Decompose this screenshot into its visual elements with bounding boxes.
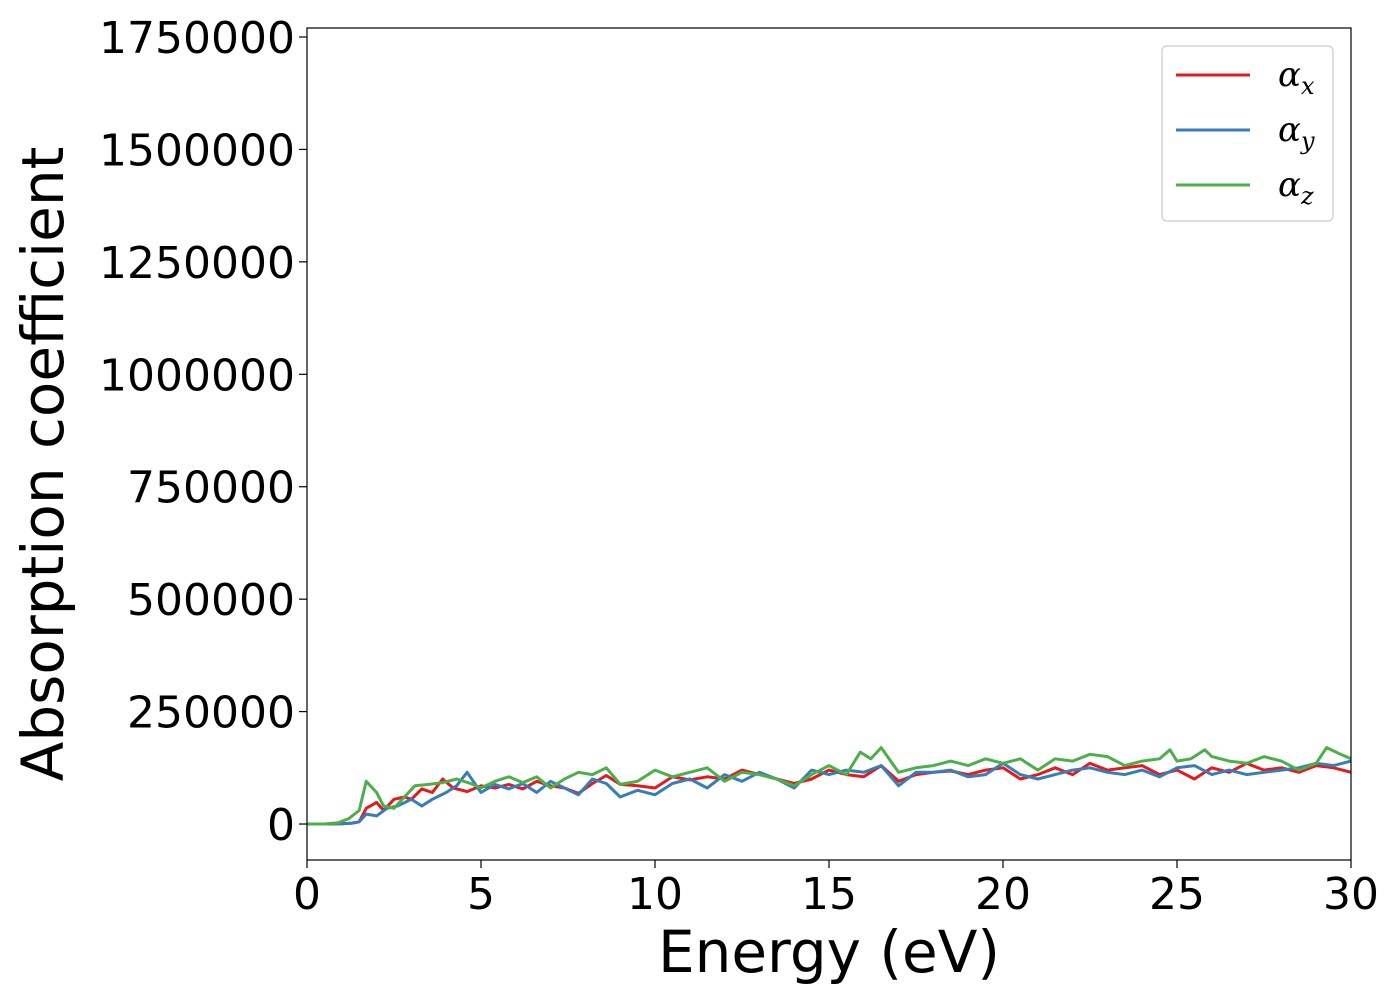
legend-subscript: x <box>1301 72 1315 100</box>
y-axis-label: Absorption coefficient <box>9 147 77 782</box>
y-tick-label: 1250000 <box>99 238 295 289</box>
x-tick-label: 0 <box>293 869 321 920</box>
legend-subscript: y <box>1300 127 1315 155</box>
y-tick-label: 1500000 <box>99 125 295 176</box>
legend-box <box>1161 45 1334 222</box>
legend-subscript: z <box>1300 182 1314 210</box>
series-layer <box>307 746 1352 826</box>
x-tick-label: 5 <box>467 869 495 920</box>
x-tick-label: 10 <box>627 869 683 920</box>
x-tick-label: 30 <box>1323 869 1379 920</box>
y-tick-label: 0 <box>267 800 295 851</box>
x-tick-label: 20 <box>975 869 1031 920</box>
y-tick-label: 500000 <box>127 575 295 626</box>
axes-layer: 0 5 10 15 20 25 30 0 250000 500000 750000 1000000 12… <box>99 13 1379 920</box>
y-tick-label: 1750000 <box>99 13 295 64</box>
y-tick-label: 250000 <box>127 688 295 739</box>
y-tick-label: 1000000 <box>99 350 295 401</box>
x-tick-label: 25 <box>1149 869 1205 920</box>
series-line-z <box>307 746 1352 826</box>
y-tick-label: 750000 <box>127 463 295 514</box>
x-tick-label: 15 <box>801 869 857 920</box>
x-axis-label: Energy (eV) <box>658 918 1000 986</box>
